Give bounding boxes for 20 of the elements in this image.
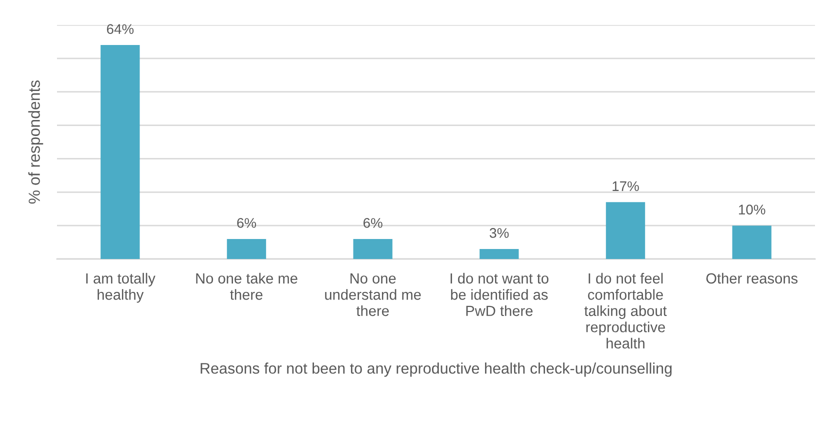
data-label: 10%: [738, 204, 766, 214]
data-label: 3%: [490, 228, 509, 238]
x-tick-label: I do not want to be identified as PwD there: [450, 272, 548, 316]
x-tick-label: No one understand me there: [325, 273, 421, 316]
x-tick-label: I do not feel comfortable talking about reproductive health: [584, 272, 667, 349]
data-label: 6%: [364, 218, 382, 228]
bar: [100, 45, 140, 259]
x-tick-label: I am totally healthy: [86, 272, 156, 303]
data-label: 17%: [612, 181, 639, 192]
bar: [606, 202, 646, 259]
data-label: 64%: [106, 24, 134, 34]
bar: [480, 248, 519, 259]
x-axis-title: Reasons for not been to any reproductive health check-up/counselling: [200, 362, 672, 377]
data-label: 6%: [237, 218, 256, 228]
x-tick-label: Other reasons: [706, 272, 798, 284]
bar: [732, 226, 772, 259]
bar: [226, 238, 266, 259]
x-tick-label: No one take me there: [196, 272, 298, 300]
bar: [353, 238, 392, 259]
y-axis-title: % of respondents: [28, 80, 44, 204]
